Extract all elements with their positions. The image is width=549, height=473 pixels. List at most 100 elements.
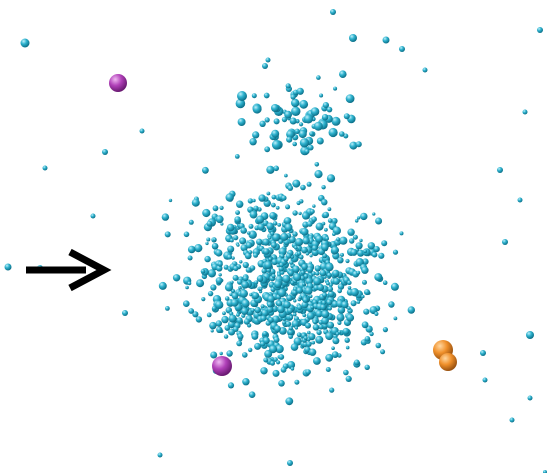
cyan-particle — [273, 165, 280, 172]
cyan-particle — [373, 246, 380, 253]
cyan-particle — [278, 354, 285, 360]
cyan-particle — [517, 197, 523, 203]
cyan-particle — [259, 287, 263, 291]
cyan-particle — [337, 257, 344, 264]
cyan-particle — [322, 253, 328, 259]
cyan-particle — [294, 326, 299, 330]
cyan-particle — [339, 131, 345, 137]
cyan-particle — [272, 315, 280, 324]
cyan-particle — [407, 306, 415, 314]
cyan-particle — [303, 336, 308, 340]
cyan-particle — [292, 231, 298, 237]
cyan-particle — [187, 245, 196, 254]
cyan-particle — [314, 265, 321, 272]
cyan-particle — [296, 332, 302, 338]
cyan-particle — [232, 274, 239, 281]
cyan-particle — [260, 341, 266, 347]
cyan-particle — [381, 240, 388, 247]
cyan-particle — [328, 127, 338, 138]
cyan-particle — [350, 300, 357, 307]
cyan-particle — [280, 232, 289, 241]
right-arrow-icon — [26, 248, 112, 292]
cyan-particle — [313, 121, 323, 131]
cyan-particle — [260, 304, 265, 309]
cyan-particle — [349, 34, 357, 42]
cyan-particle — [321, 199, 328, 206]
cyan-particle — [307, 144, 314, 151]
cyan-particle — [20, 38, 30, 48]
cyan-particle — [331, 346, 335, 351]
cyan-particle — [234, 216, 241, 223]
cyan-particle — [218, 273, 222, 277]
cyan-particle — [273, 118, 280, 125]
cyan-particle — [270, 360, 275, 366]
cyan-particle — [321, 185, 326, 190]
cyan-particle — [304, 346, 311, 353]
cyan-particle — [251, 333, 259, 340]
cyan-particle — [252, 198, 256, 203]
cyan-particle — [354, 219, 359, 223]
cyan-particle — [264, 117, 270, 123]
cyan-particle — [165, 306, 170, 311]
cyan-particle — [242, 378, 250, 386]
cyan-particle — [343, 113, 350, 120]
cyan-particle — [266, 165, 275, 174]
cyan-particle — [301, 263, 308, 270]
cyan-particle — [349, 141, 358, 150]
cyan-particle — [210, 284, 217, 291]
cyan-particle — [294, 379, 300, 385]
cyan-particle — [271, 202, 276, 208]
cyan-particle — [289, 260, 294, 265]
cyan-particle — [231, 292, 239, 300]
cyan-particle — [300, 227, 309, 236]
cyan-particle — [261, 268, 267, 274]
cyan-particle — [324, 227, 328, 232]
cyan-particle — [294, 245, 298, 250]
cyan-particle — [306, 221, 313, 227]
cyan-particle — [344, 337, 350, 343]
cyan-particle — [316, 329, 322, 336]
cyan-particle — [187, 255, 193, 261]
cyan-particle — [326, 272, 332, 278]
cyan-particle — [226, 350, 233, 357]
cyan-particle — [497, 167, 503, 173]
cyan-particle — [252, 131, 260, 139]
cyan-particle — [293, 273, 302, 282]
cyan-particle — [264, 146, 271, 153]
cyan-particle — [271, 129, 280, 138]
cyan-particle — [315, 222, 324, 231]
cyan-particle — [219, 205, 224, 210]
cyan-particle — [239, 237, 247, 245]
cyan-particle — [215, 215, 224, 224]
cyan-particle — [527, 395, 533, 401]
cyan-particle — [139, 128, 145, 134]
cyan-particle — [296, 287, 303, 294]
cyan-particle — [229, 238, 234, 243]
cyan-particle — [236, 243, 240, 247]
cyan-particle — [277, 305, 285, 314]
cyan-particle — [288, 270, 294, 276]
cyan-particle — [256, 215, 265, 224]
cyan-particle — [264, 261, 273, 269]
cyan-particle — [255, 238, 263, 246]
cyan-particle — [353, 359, 360, 366]
cyan-particle — [319, 269, 327, 277]
cyan-particle — [172, 274, 181, 282]
cyan-particle — [202, 208, 211, 218]
cyan-particle — [227, 320, 236, 329]
cyan-particle — [285, 397, 294, 406]
cyan-particle — [298, 211, 302, 216]
cyan-particle — [295, 238, 304, 247]
cyan-particle — [322, 292, 328, 298]
cyan-particle — [279, 327, 287, 335]
cyan-particle — [248, 250, 253, 255]
cyan-particle — [304, 148, 310, 154]
cyan-particle — [305, 252, 310, 256]
cyan-particle — [303, 114, 313, 124]
cyan-particle — [249, 210, 258, 219]
cyan-particle — [239, 260, 243, 264]
cyan-particle — [325, 281, 330, 286]
cyan-particle — [246, 231, 251, 235]
cyan-particle — [236, 317, 243, 324]
cyan-particle — [278, 266, 284, 272]
